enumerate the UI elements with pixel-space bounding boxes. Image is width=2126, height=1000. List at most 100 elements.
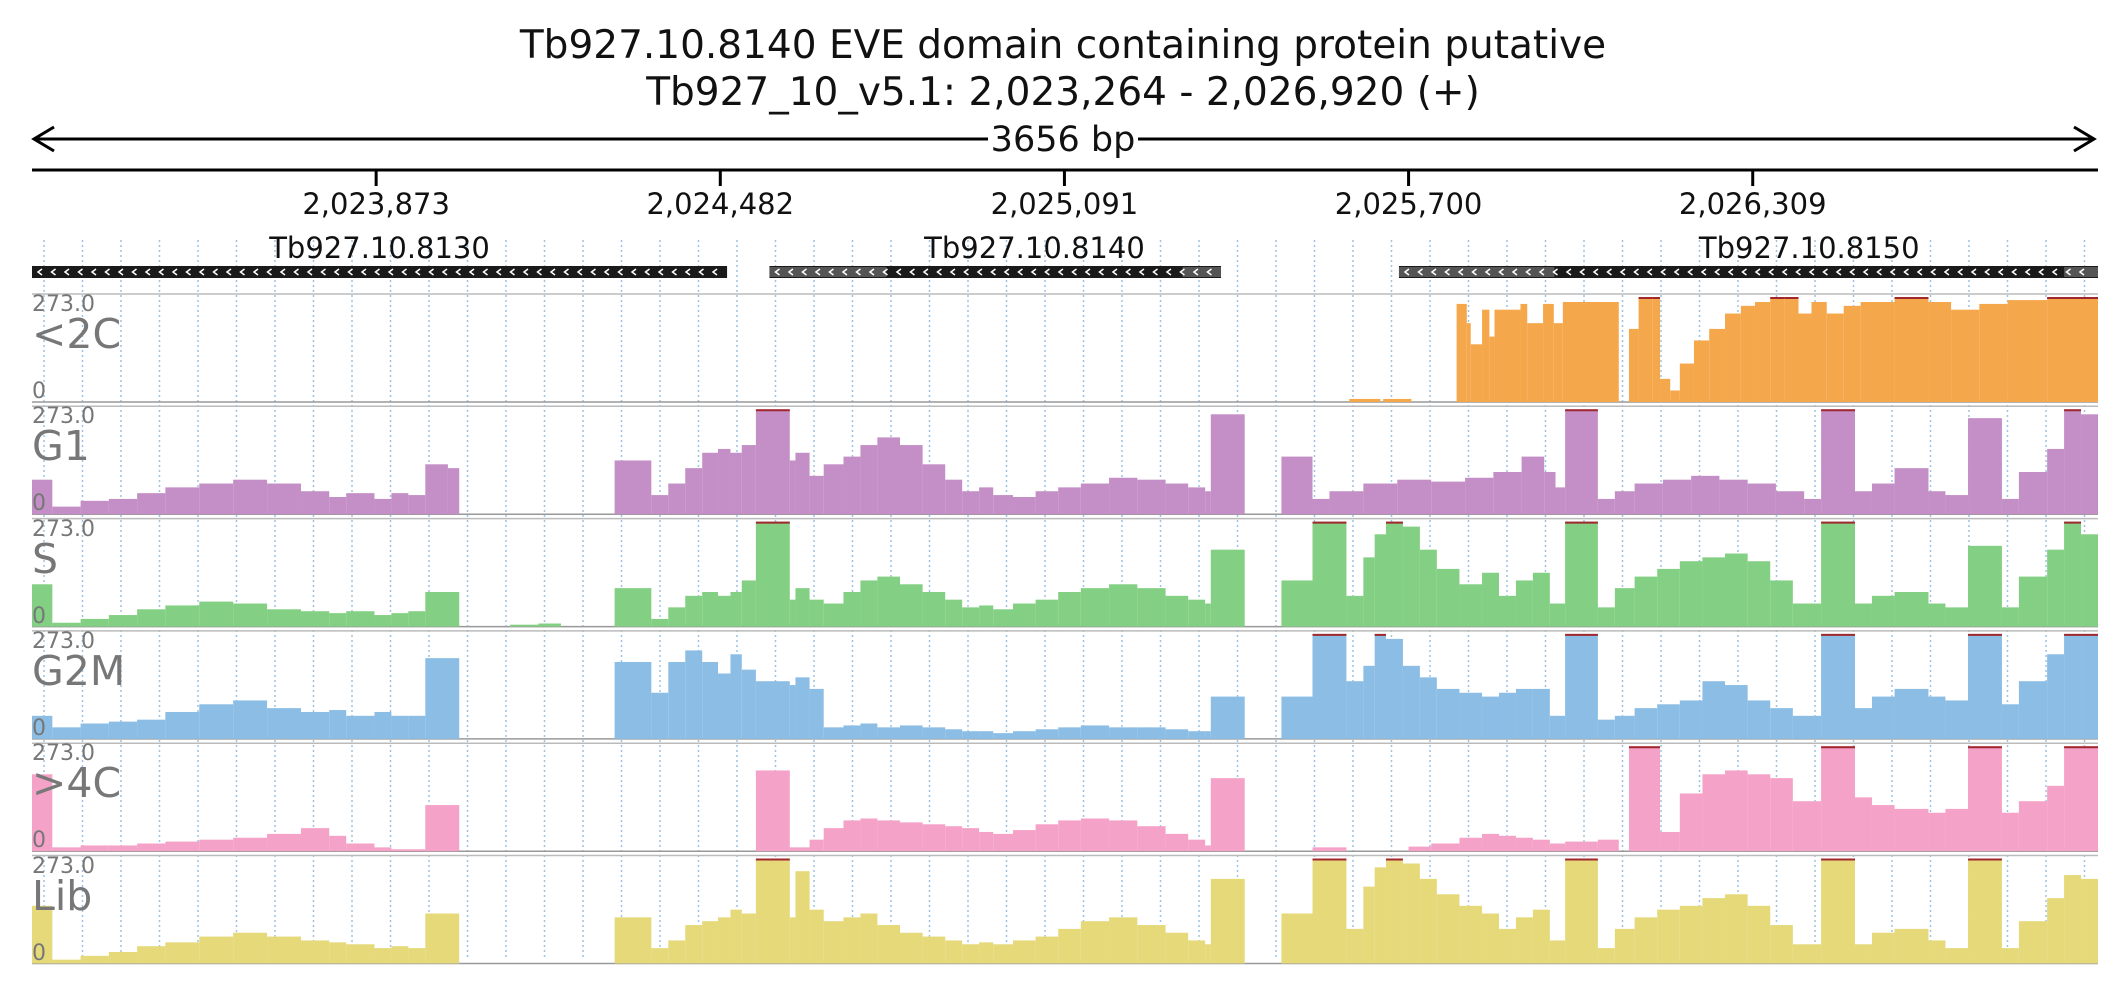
coverage-bar [795, 588, 810, 627]
coverage-bar [300, 611, 330, 627]
coverage-bar [1792, 801, 1822, 852]
coverage-bar [1979, 303, 2008, 402]
coverage-bar [538, 623, 561, 627]
strand-arrow-icon [644, 268, 650, 276]
coverage-bar [1747, 561, 1771, 627]
coverage-bar [789, 685, 796, 739]
coverage-bar [52, 959, 81, 964]
strand-arrow-icon [1822, 268, 1828, 276]
strand-arrow-icon [2051, 268, 2058, 276]
gene-label[interactable]: Tb927.10.8150 [1698, 231, 1920, 265]
track-max-label: 273.0 [32, 853, 95, 879]
coverage-bar [1482, 309, 1490, 402]
coverage-bar [1527, 323, 1544, 402]
coverage-bar [1436, 894, 1460, 964]
coverage-bar [199, 704, 234, 739]
coverage-bar [1385, 858, 1403, 964]
strand-arrow-icon [347, 268, 353, 276]
coverage-bar [1363, 557, 1375, 627]
coverage-bar [730, 909, 742, 964]
coverage-bar [32, 715, 53, 739]
coverage-bar [1702, 681, 1726, 739]
strand-arrow-icon [2078, 268, 2085, 276]
coverage-bar [1013, 830, 1036, 852]
strand-arrow-icon [495, 268, 502, 276]
coverage-bar [1205, 845, 1211, 852]
strand-arrow-icon [185, 268, 191, 276]
coverage-bar [1035, 729, 1059, 739]
coverage-bar [346, 944, 375, 964]
coverage-bar [108, 845, 138, 852]
coverage-bar [823, 603, 844, 627]
coverage-bar [1740, 305, 1755, 402]
coverage-bar [425, 913, 460, 964]
coverage-bar [1657, 704, 1680, 739]
coverage-bar [1515, 837, 1533, 852]
coverage-bar [730, 654, 742, 739]
coverage-bar [1775, 491, 1805, 515]
coverage-bar [1165, 483, 1189, 515]
coverage-bar [922, 824, 946, 852]
strand-arrow-icon [990, 268, 996, 276]
coverage-bar [1520, 303, 1528, 402]
coverage-bar [1058, 591, 1081, 627]
coverage-bar [1792, 715, 1822, 739]
coverage-bar [80, 723, 109, 739]
coverage-bar [1652, 297, 1661, 402]
coverage-bar [1165, 932, 1189, 964]
coverage-bar [1515, 688, 1533, 739]
coverage-bar [1188, 940, 1206, 964]
strand-arrow-icon [428, 268, 434, 276]
strand-arrow-icon [882, 268, 888, 276]
coverage-bar [52, 506, 81, 515]
strand-arrow-icon [828, 268, 834, 276]
strand-arrow-icon [1876, 268, 1882, 276]
coverage-bar [52, 622, 81, 627]
coverage-bar [199, 601, 234, 627]
gene-label[interactable]: Tb927.10.8140 [924, 231, 1145, 265]
coverage-bar [877, 925, 900, 964]
coverage-bar [1459, 584, 1483, 627]
coverage-bar [1719, 479, 1748, 515]
coverage-bar [1597, 839, 1619, 852]
coverage-bar [1312, 847, 1347, 852]
coverage-bar [1137, 479, 1166, 515]
strand-arrow-icon [1781, 268, 1788, 276]
coverage-bar [374, 847, 392, 852]
strand-arrow-icon [2024, 268, 2031, 276]
strand-arrow-icon [1984, 268, 1990, 276]
coverage-bar [1459, 837, 1483, 852]
coverage-bar [1035, 491, 1059, 515]
coverage-bar [702, 921, 719, 964]
coverage-bar [1312, 858, 1347, 964]
strand-arrow-icon [1538, 268, 1545, 276]
coverage-bar [843, 725, 861, 739]
gene-utr [1398, 267, 1555, 277]
coverage-bar [1860, 302, 1895, 402]
strand-arrow-icon [1192, 268, 1199, 276]
coverage-bar [1638, 297, 1653, 402]
coverage-bar [823, 464, 844, 515]
track-name-label: <2C [32, 310, 122, 358]
span-arrow-left-head [31, 125, 55, 153]
track-min-label: 0 [32, 491, 46, 517]
coverage-bar [300, 940, 330, 964]
coverage-bar [1498, 692, 1516, 739]
coverage-bar [962, 828, 980, 852]
coverage-bar [877, 437, 900, 515]
coverage-bar [408, 611, 426, 627]
coverage-bar [52, 847, 81, 852]
coverage-bar [755, 770, 790, 852]
strand-arrow-icon [360, 268, 367, 276]
coverage-bar [1205, 731, 1211, 739]
coverage-bar [510, 624, 539, 627]
coverage-bar [165, 711, 200, 739]
strand-arrow-icon [1997, 268, 2004, 276]
coverage-bar [1693, 340, 1710, 402]
coverage-bar [1597, 948, 1615, 964]
coverage-bar [1747, 700, 1771, 739]
coverage-bar [1431, 843, 1460, 852]
gene-label[interactable]: Tb927.10.8130 [269, 231, 490, 265]
coverage-bar [993, 944, 1014, 964]
